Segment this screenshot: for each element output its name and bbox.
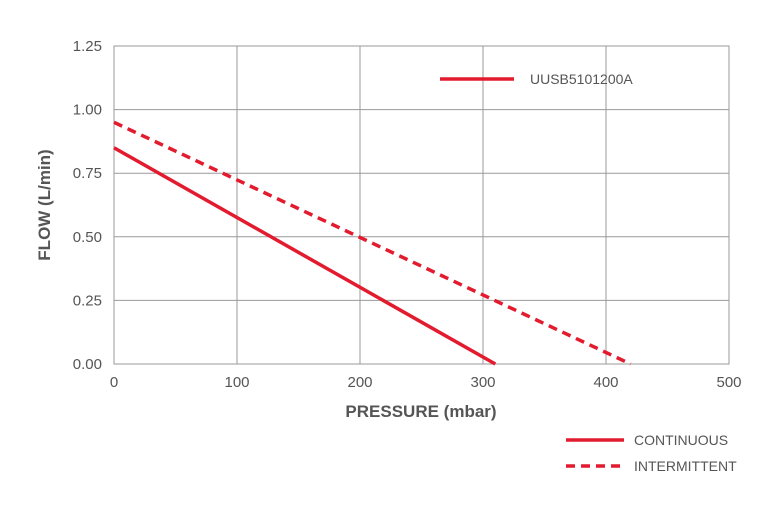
y-tick-label: 1.25 [73,38,102,55]
x-axis-ticks: 0 100 200 300 400 500 [110,374,742,391]
x-tick-label: 0 [110,374,118,391]
x-tick-label: 200 [347,374,372,391]
legend-continuous-label: CONTINUOUS [634,432,728,448]
grid-lines [113,45,730,365]
series-lines [113,120,632,366]
plot-frame [113,45,730,365]
legend-intermittent-label: INTERMITTENT [634,458,737,474]
y-tick-label: 0.75 [73,165,102,182]
series-line-continuous [113,146,497,366]
y-axis-title: FLOW (L/min) [35,149,54,260]
x-axis-title: PRESSURE (mbar) [345,402,496,421]
legend-model-label: UUSB5101200A [530,71,633,87]
y-axis-ticks: 0.00 0.25 0.50 0.75 1.00 1.25 [73,38,102,373]
y-tick-label: 0.50 [73,229,102,246]
x-tick-label: 400 [593,374,618,391]
y-tick-label: 0.00 [73,356,102,373]
x-tick-label: 500 [716,374,741,391]
y-tick-label: 1.00 [73,102,102,119]
series-line-intermittent [113,120,632,366]
x-tick-label: 300 [470,374,495,391]
y-tick-label: 0.25 [73,292,102,309]
x-tick-label: 100 [224,374,249,391]
